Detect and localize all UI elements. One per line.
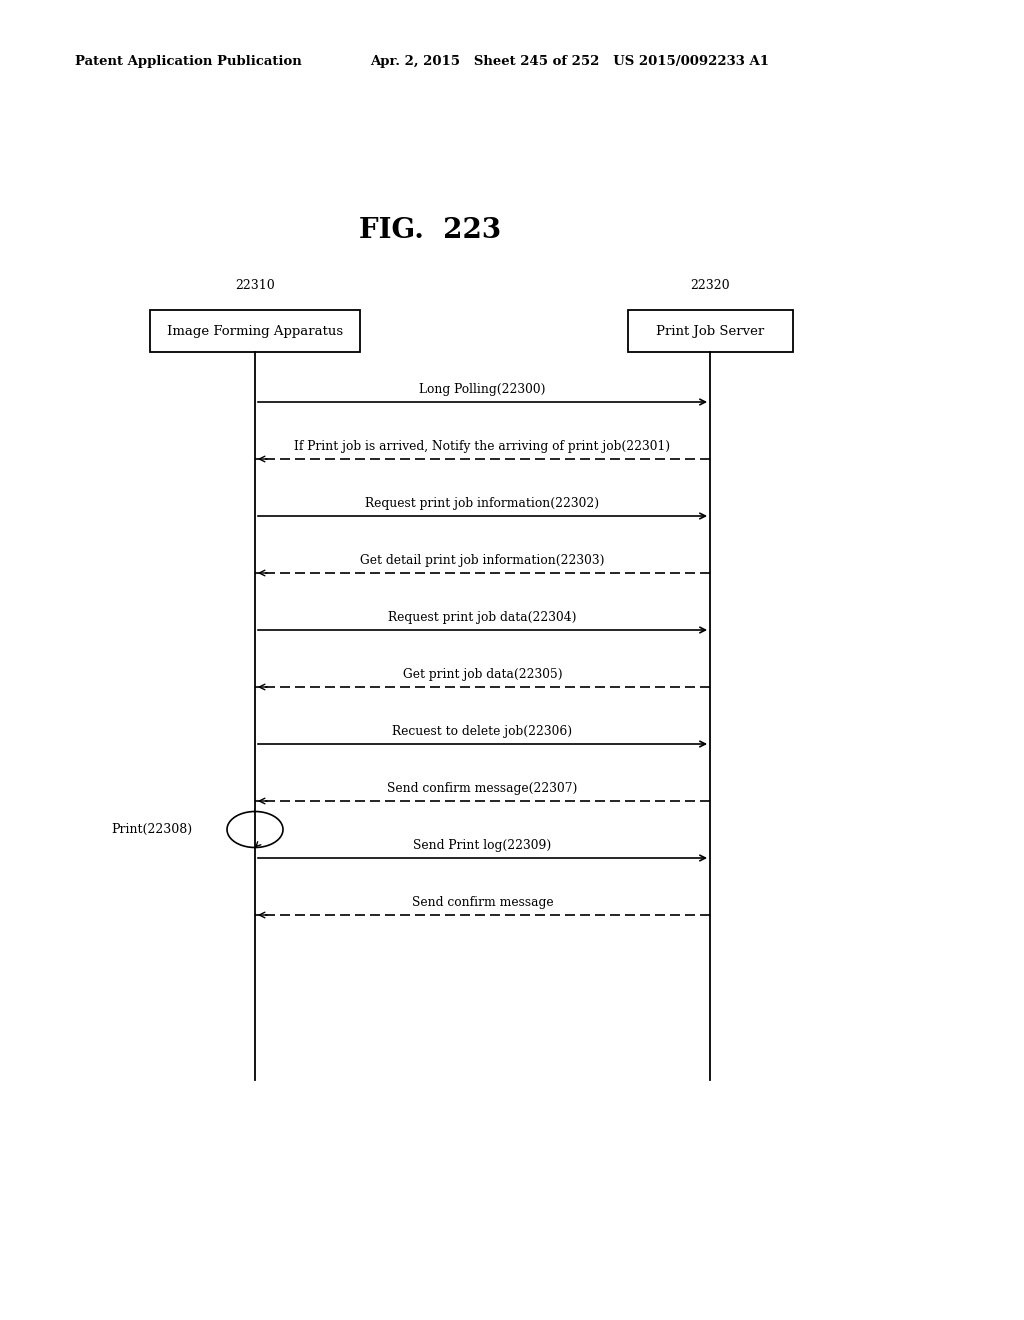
Text: Print(22308): Print(22308)	[111, 822, 193, 836]
Text: Send confirm message(22307): Send confirm message(22307)	[387, 781, 578, 795]
Text: Recuest to delete job(22306): Recuest to delete job(22306)	[392, 725, 572, 738]
Text: Patent Application Publication: Patent Application Publication	[75, 55, 302, 69]
Text: Send confirm message: Send confirm message	[412, 896, 553, 909]
Text: Send Print log(22309): Send Print log(22309)	[414, 840, 552, 851]
Text: Apr. 2, 2015   Sheet 245 of 252   US 2015/0092233 A1: Apr. 2, 2015 Sheet 245 of 252 US 2015/00…	[370, 55, 769, 69]
Bar	[628, 310, 793, 352]
Text: Get print job data(22305): Get print job data(22305)	[402, 668, 562, 681]
Text: If Print job is arrived, Notify the arriving of print job(22301): If Print job is arrived, Notify the arri…	[295, 440, 671, 453]
Text: Get detail print job information(22303): Get detail print job information(22303)	[360, 554, 605, 568]
Text: FIG.  223: FIG. 223	[359, 216, 501, 243]
Text: Request print job information(22302): Request print job information(22302)	[366, 498, 600, 510]
Text: Print Job Server: Print Job Server	[656, 325, 764, 338]
Text: Image Forming Apparatus: Image Forming Apparatus	[167, 325, 343, 338]
Text: Long Polling(22300): Long Polling(22300)	[419, 383, 546, 396]
Text: 22310: 22310	[236, 279, 274, 292]
Text: 22320: 22320	[690, 279, 730, 292]
Bar	[150, 310, 360, 352]
Text: Request print job data(22304): Request print job data(22304)	[388, 611, 577, 624]
